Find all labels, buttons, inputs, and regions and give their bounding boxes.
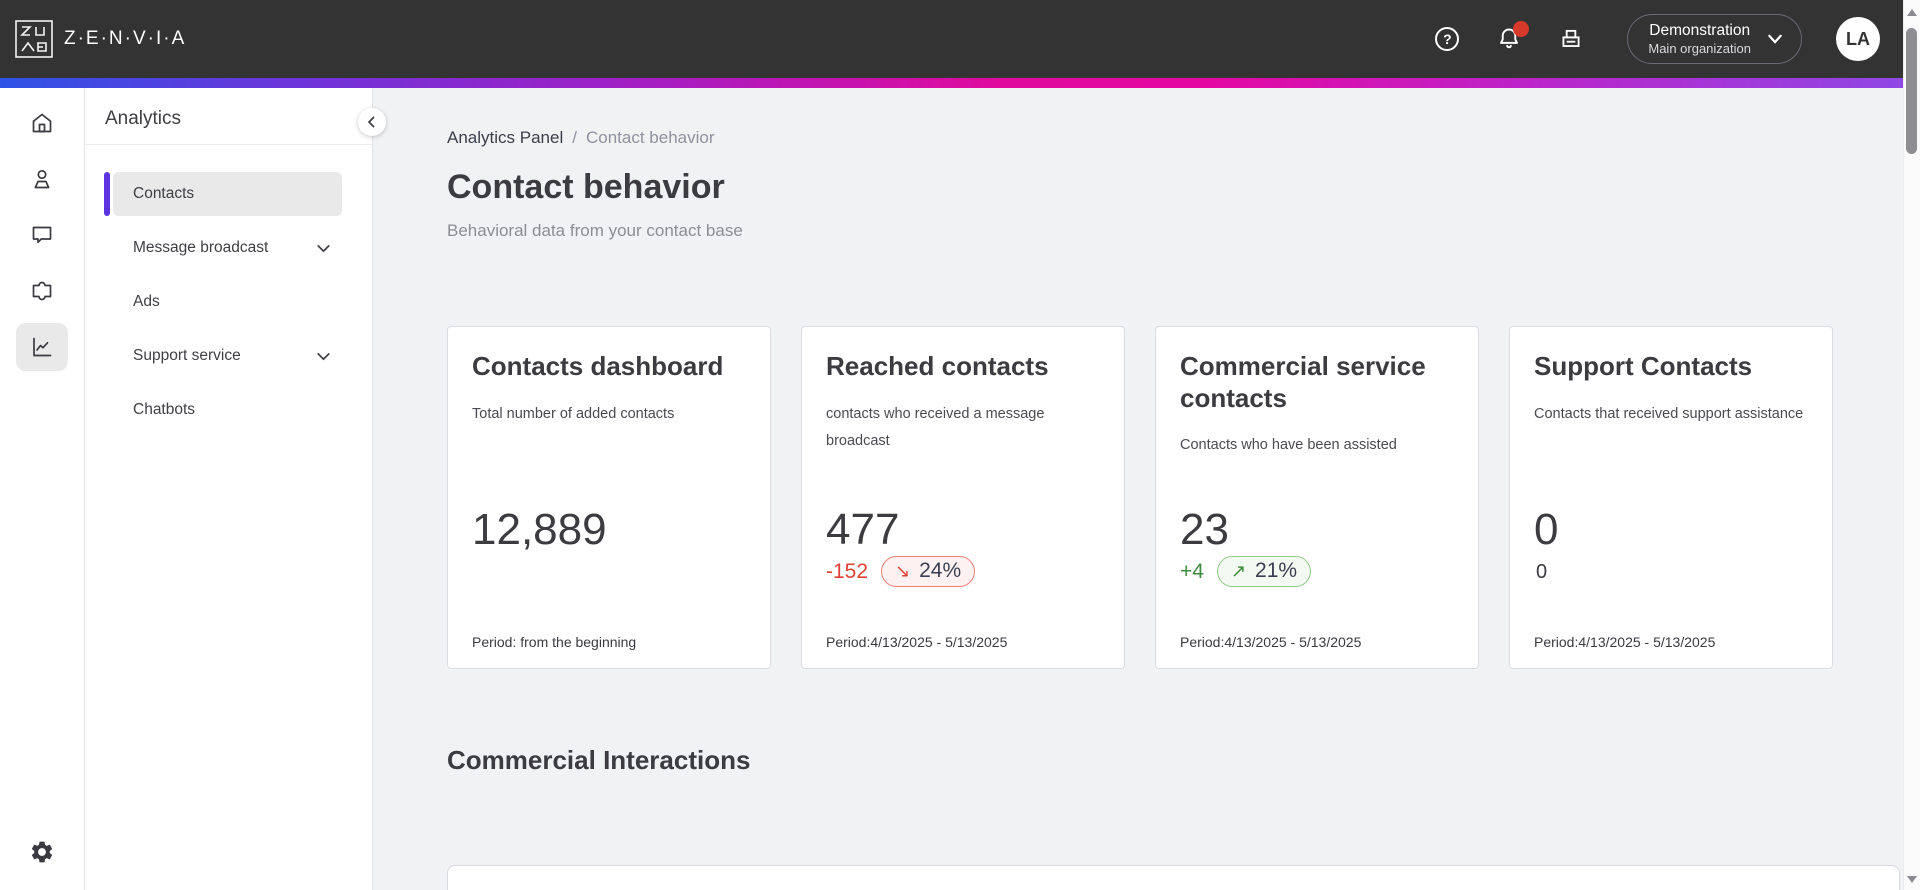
zenvia-logo-icon [15, 20, 53, 58]
topbar: Z·E·N·V·I·A ? Demonstration Main organiz… [0, 0, 1920, 78]
notifications-button[interactable] [1495, 21, 1530, 53]
organization-sub: Main organization [1648, 40, 1751, 56]
subnav-item-ads[interactable]: Ads [113, 280, 342, 324]
section-heading-commercial-interactions: Commercial Interactions [447, 745, 751, 775]
scrollbar-down-arrow[interactable] [1907, 876, 1917, 883]
card-value: 477 [826, 505, 900, 554]
subnav-item-label: Ads [133, 293, 160, 310]
card-description: Contacts that received support assistanc… [1534, 405, 1804, 422]
help-button[interactable]: ? [1433, 25, 1461, 53]
organization-switcher[interactable]: Demonstration Main organization [1627, 14, 1802, 64]
zenvia-brand[interactable]: Z·E·N·V·I·A [14, 19, 186, 59]
subnav-item-contacts[interactable]: Contacts [104, 172, 342, 216]
breadcrumb: Analytics Panel / Contact behavior [447, 128, 1920, 148]
card-reached-contacts: Reached contacts contacts who received a… [801, 326, 1125, 669]
brand-gradient-bar [0, 78, 1920, 88]
subnav-item-label: Message broadcast [133, 239, 269, 256]
commercial-interactions-card [447, 865, 1900, 890]
help-icon: ? [1435, 27, 1460, 51]
scrollbar-up-arrow[interactable] [1907, 9, 1917, 16]
scrollbar-thumb[interactable] [1906, 28, 1917, 154]
chevron-down-icon [315, 240, 332, 257]
chat-bubble-icon [32, 226, 52, 244]
card-period: Period:4/13/2025 - 5/13/2025 [1534, 634, 1716, 650]
sidebar-item-contacts[interactable] [16, 155, 68, 203]
main-content: Analytics Panel / Contact behavior Conta… [373, 88, 1920, 890]
subnav-item-support-service[interactable]: Support service [113, 334, 342, 378]
collapse-panel-button[interactable] [358, 108, 386, 136]
breadcrumb-separator: / [572, 128, 577, 147]
card-title: Contacts dashboard [472, 351, 724, 381]
card-delta-row: +4 ↗ 21% [1180, 556, 1312, 587]
subnav-title: Analytics [85, 88, 372, 145]
card-contacts-dashboard: Contacts dashboard Total number of added… [447, 326, 771, 669]
chevron-down-icon [1768, 34, 1782, 44]
card-period: Period: from the beginning [472, 634, 637, 650]
subnav-item-label: Chatbots [133, 401, 196, 418]
breadcrumb-current: Contact behavior [585, 128, 715, 147]
analytics-subnav: Analytics Contacts Message broadcast Ads… [85, 88, 386, 890]
analytics-chart-icon [33, 337, 52, 357]
subnav-item-label: Support service [133, 347, 241, 364]
card-period: Period:4/13/2025 - 5/13/2025 [1180, 634, 1362, 650]
subnav-item-message-broadcast[interactable]: Message broadcast [113, 226, 342, 270]
trend-down-icon: ↘ [895, 560, 911, 581]
sidebar-item-settings[interactable] [16, 828, 68, 876]
icon-rail [0, 88, 85, 890]
delta-value: -152 [826, 559, 869, 583]
trend-percent: 21% [1255, 559, 1298, 582]
trend-percent: 24% [919, 559, 962, 582]
sidebar-item-home[interactable] [16, 99, 68, 147]
card-commercial-service-contacts: Commercial service contacts Contacts who… [1155, 326, 1479, 669]
delta-value: +4 [1180, 559, 1204, 583]
sidebar-item-analytics[interactable] [16, 323, 68, 371]
card-sub-value: 0 [1536, 561, 1548, 583]
subnav-item-chatbots[interactable]: Chatbots [113, 388, 342, 432]
page-title: Contact behavior [447, 168, 725, 206]
card-value: 0 [1534, 505, 1559, 554]
card-delta-row: -152 ↘ 24% [826, 556, 976, 587]
card-title: Support Contacts [1534, 351, 1753, 381]
subnav-item-label: Contacts [133, 185, 195, 202]
page-subtitle: Behavioral data from your contact base [447, 221, 743, 240]
card-description: Total number of added contacts [472, 405, 675, 422]
sidebar-item-tickets[interactable] [16, 267, 68, 315]
card-title: Commercial service contacts [1180, 351, 1426, 413]
card-support-contacts: Support Contacts Contacts that received … [1509, 326, 1833, 669]
ticket-icon [32, 281, 52, 301]
trend-badge: ↗ 21% [1216, 556, 1312, 587]
user-avatar[interactable]: LA [1836, 17, 1880, 61]
chevron-left-icon [368, 116, 375, 128]
chevron-down-icon [315, 348, 332, 365]
card-value: 12,889 [472, 505, 607, 554]
card-period: Period:4/13/2025 - 5/13/2025 [826, 634, 1008, 650]
home-icon [32, 113, 52, 133]
trend-up-icon: ↗ [1230, 560, 1247, 581]
print-button[interactable] [1557, 25, 1585, 53]
breadcrumb-analytics-panel[interactable]: Analytics Panel [447, 128, 564, 147]
brand-text: Z·E·N·V·I·A [64, 28, 187, 49]
notification-badge [1513, 21, 1530, 37]
sidebar-item-conversations[interactable] [16, 211, 68, 259]
bell-icon [1500, 28, 1519, 49]
card-value: 23 [1180, 505, 1229, 554]
settings-gear-icon [31, 841, 53, 863]
card-description: Contacts who have been assisted [1180, 437, 1397, 454]
stat-cards-row: Contacts dashboard Total number of added… [447, 326, 1920, 669]
contact-person-icon [34, 169, 50, 189]
printer-icon [1562, 29, 1580, 47]
vertical-scrollbar[interactable] [1903, 0, 1920, 890]
card-description: contacts who received a message broadcas… [826, 405, 1045, 450]
trend-badge: ↘ 24% [881, 556, 976, 587]
organization-name: Demonstration [1649, 22, 1751, 40]
card-title: Reached contacts [826, 351, 1049, 381]
